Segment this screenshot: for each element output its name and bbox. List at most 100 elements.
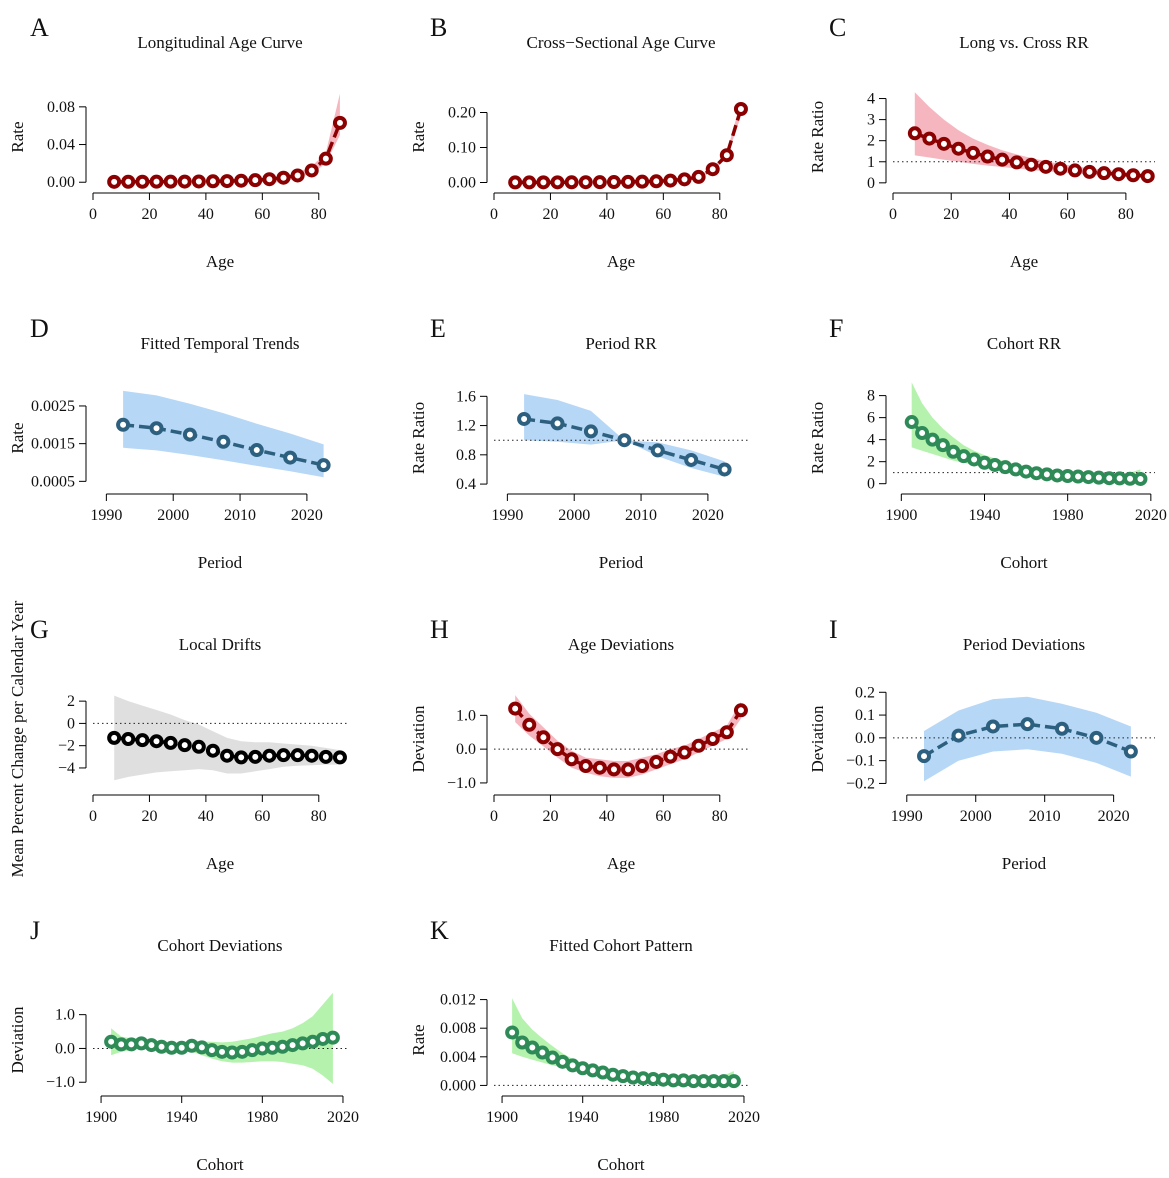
data-point — [925, 432, 940, 447]
data-point — [635, 759, 650, 774]
data-point — [606, 175, 621, 190]
x-tick-label: 80 — [712, 808, 728, 825]
x-tick-label: 0 — [490, 808, 498, 825]
data-point — [116, 417, 131, 432]
y-tick-label: 1.0 — [456, 707, 476, 724]
data-point — [719, 725, 734, 740]
data-point — [998, 460, 1013, 475]
data-point — [290, 748, 305, 763]
x-axis-label: Age — [607, 252, 635, 271]
x-tick-label: 80 — [1118, 206, 1134, 223]
y-tick-label: 0 — [867, 476, 875, 493]
x-tick-label: 2000 — [558, 507, 590, 524]
panel-title: Age Deviations — [568, 635, 674, 654]
data-point — [149, 174, 164, 189]
y-tick-label: 0.0 — [456, 741, 476, 758]
y-tick-label: 4 — [867, 91, 875, 108]
y-tick-label: −1.0 — [46, 1074, 75, 1091]
data-point — [985, 719, 1000, 734]
data-point — [550, 175, 565, 190]
data-point — [1020, 717, 1035, 732]
data-point — [276, 170, 291, 185]
y-tick-label: 0.1 — [855, 707, 875, 724]
x-tick-label: 1990 — [891, 808, 923, 825]
data-point — [220, 748, 235, 763]
data-point — [1111, 167, 1126, 182]
panel-e: E Period RR 1990 2000 2010 2020 0.4 0.8 1.2 1.6 Pe… — [409, 314, 748, 572]
y-tick-label: 0.10 — [448, 140, 476, 157]
data-point — [922, 131, 937, 146]
y-axis-label: Rate Ratio — [409, 402, 428, 474]
x-axis-label: Age — [1010, 252, 1038, 271]
data-point — [663, 749, 678, 764]
data-point — [621, 174, 636, 189]
data-point — [550, 416, 565, 431]
y-tick-label: 2 — [867, 133, 875, 150]
data-point — [1024, 157, 1039, 172]
data-point — [583, 424, 598, 439]
confidence-band — [524, 394, 725, 477]
x-axis-label: Age — [206, 252, 234, 271]
panel-letter: B — [430, 13, 447, 42]
x-tick-label: 40 — [599, 808, 615, 825]
data-point — [1082, 164, 1097, 179]
data-point — [182, 427, 197, 442]
y-axis-label: Rate — [409, 1024, 428, 1055]
data-point — [508, 701, 523, 716]
panel-g: G Local Drifts 0 20 40 60 80 −4 −2 0 2 Age Mean Perc… — [8, 600, 347, 877]
data-point — [907, 126, 922, 141]
panel-b: B Cross−Sectional Age Curve 0 20 40 60 80 0.00 0… — [409, 13, 748, 271]
data-point — [522, 717, 537, 732]
x-tick-label: 1980 — [647, 1109, 679, 1126]
panel-letter: K — [430, 916, 449, 945]
panel-letter: I — [829, 615, 838, 644]
x-tick-label: 2020 — [1135, 507, 1167, 524]
data-point — [564, 752, 579, 767]
data-point — [522, 175, 537, 190]
data-point — [564, 175, 579, 190]
y-tick-label: 2 — [67, 693, 75, 710]
data-point — [220, 174, 235, 189]
y-tick-label: 0 — [67, 715, 75, 732]
x-tick-label: 60 — [655, 808, 671, 825]
panel-k: K Fitted Cohort Pattern 1900 1940 1980 2020 0.… — [409, 916, 760, 1174]
data-point — [1038, 159, 1053, 174]
x-tick-label: 1990 — [491, 507, 523, 524]
x-tick-label: 1980 — [1052, 507, 1084, 524]
panel-j: J Cohort Deviations 1900 1940 1980 2020 −1.0 0.… — [8, 916, 359, 1174]
x-tick-label: 1980 — [246, 1109, 278, 1126]
data-point — [635, 174, 650, 189]
y-tick-label: 0.2 — [855, 684, 875, 701]
x-tick-label: 20 — [943, 206, 959, 223]
x-tick-label: 0 — [889, 206, 897, 223]
data-point — [1019, 464, 1034, 479]
x-tick-label: 80 — [311, 808, 327, 825]
data-point — [1053, 161, 1068, 176]
data-point — [1067, 163, 1082, 178]
x-tick-label: 60 — [254, 206, 270, 223]
data-point — [606, 762, 621, 777]
x-axis-label: Age — [206, 854, 234, 873]
data-point — [515, 1035, 530, 1050]
data-point — [677, 172, 692, 187]
x-tick-label: 2000 — [157, 507, 189, 524]
data-point — [663, 173, 678, 188]
x-tick-label: 2010 — [625, 507, 657, 524]
x-tick-label: 20 — [141, 206, 157, 223]
panel-letter: C — [829, 13, 846, 42]
x-axis-label: Age — [607, 854, 635, 873]
data-point — [536, 175, 551, 190]
x-axis-label: Period — [599, 553, 644, 572]
y-axis-label: Rate Ratio — [808, 402, 827, 474]
data-point — [980, 149, 995, 164]
y-axis-label: Rate — [8, 121, 27, 152]
panel-c: C Long vs. Cross RR 0 20 40 60 80 0 1 2 3 4 Age Rate … — [808, 13, 1155, 271]
data-point — [550, 742, 565, 757]
data-point — [248, 749, 263, 764]
panel-a: A Longitudinal Age Curve 0 20 40 60 80 0.00 0.04… — [8, 13, 347, 271]
x-tick-label: 20 — [141, 808, 157, 825]
data-point — [276, 748, 291, 763]
y-tick-label: −2 — [58, 738, 75, 755]
data-point — [234, 173, 249, 188]
